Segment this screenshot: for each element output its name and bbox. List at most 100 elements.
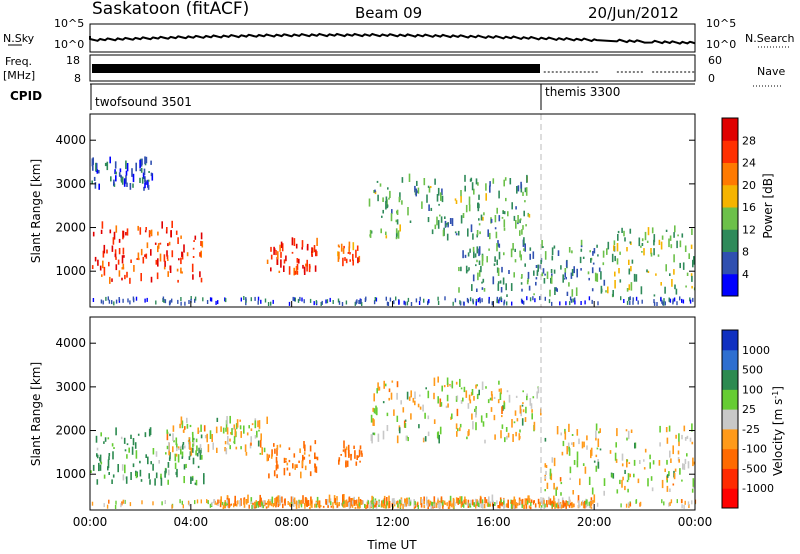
heatmap-cell [122,230,125,238]
heatmap-cell [209,430,212,439]
heatmap-cell [501,424,504,429]
heatmap-cell [288,301,291,306]
heatmap-cell [290,503,292,508]
heatmap-cell [332,300,334,304]
heatmap-cell [584,466,587,474]
heatmap-cell [487,399,490,404]
heatmap-cell [293,238,296,246]
heatmap-cell [245,297,247,302]
freq-trace [92,64,540,73]
heatmap-cell [136,258,138,260]
heatmap-cell [688,504,690,508]
heatmap-cell [388,501,391,509]
heatmap-cell [479,231,481,235]
heatmap-cell [345,499,348,507]
station-title: Saskatoon (fitACF) [92,0,249,19]
heatmap-cell [255,500,257,505]
heatmap-cell [625,503,628,508]
heatmap-cell [180,416,183,425]
heatmap-cell [535,281,537,286]
heatmap-cell [356,503,359,509]
heatmap-cell [507,211,509,217]
heatmap-cell [671,279,673,287]
heatmap-cell [272,503,275,508]
heatmap-cell [121,464,124,471]
heatmap-cell [295,500,298,509]
heatmap-cell [621,453,624,461]
heatmap-cell [338,251,340,260]
heatmap-cell [554,501,556,509]
heatmap-cell [147,184,150,190]
heatmap-cell [261,501,263,506]
heatmap-cell [475,384,477,389]
heatmap-cell [481,287,484,290]
heatmap-cell [123,178,126,187]
heatmap-cell [571,442,573,445]
heatmap-cell [578,500,580,508]
heatmap-cell [139,159,141,169]
heatmap-cell [381,215,383,218]
heatmap-cell [375,297,378,302]
heatmap-cell [477,202,480,212]
heatmap-cell [143,186,145,191]
heatmap-cell [497,505,499,509]
heatmap-cell [464,174,466,182]
heatmap-cell [157,231,159,236]
heatmap-cell [171,298,173,303]
heatmap-cell [159,242,162,245]
heatmap-cell [181,420,184,429]
heatmap-cell [468,394,471,401]
heatmap-cell [100,432,102,437]
heatmap-cell [206,499,208,504]
heatmap-cell [449,502,452,507]
heatmap-cell [171,250,174,258]
colorbar-label: -1000 [742,482,774,495]
heatmap-cell [561,497,564,503]
heatmap-cell [259,439,262,448]
heatmap-cell [107,296,109,301]
heatmap-cell [120,174,122,178]
heatmap-cell [206,433,208,443]
heatmap-cell [428,187,431,193]
heatmap-cell [458,287,460,293]
heatmap-cell [276,448,278,456]
heatmap-cell [455,233,458,236]
heatmap-cell [530,502,532,507]
heatmap-cell [488,248,490,251]
heatmap-cell [521,299,523,304]
heatmap-cell [359,445,362,450]
heatmap-cell [291,496,294,505]
heatmap-cell [526,296,528,301]
heatmap-cell [127,298,129,303]
heatmap-cell [206,300,209,304]
heatmap-cell [660,241,663,250]
heatmap-cell [100,299,103,304]
heatmap-cell [175,453,178,457]
heatmap-cell [455,423,458,430]
heatmap-cell [386,199,388,208]
heatmap-cell [435,502,438,508]
heatmap-cell [259,502,261,508]
heatmap-cell [232,427,235,430]
heatmap-cell [180,267,182,274]
heatmap-cell [134,442,137,449]
heatmap-cell [462,301,465,306]
heatmap-cell [530,403,533,409]
heatmap-cell [479,299,481,304]
heatmap-cell [309,503,312,506]
heatmap-cell [235,423,238,430]
heatmap-cell [181,271,183,274]
heatmap-cell [211,434,213,442]
heatmap-cell [677,234,679,237]
freq-ytick-bottom: 8 [74,72,81,85]
heatmap-cell [469,297,472,302]
heatmap-cell [666,485,669,492]
heatmap-cell [270,454,273,459]
heatmap-cell [511,419,513,428]
nave-ytick-bottom: 0 [708,72,715,85]
heatmap-cell [273,470,276,477]
heatmap-cell [516,186,518,194]
heatmap-cell [382,209,384,214]
heatmap-cell [144,298,146,303]
heatmap-cell [396,209,399,215]
